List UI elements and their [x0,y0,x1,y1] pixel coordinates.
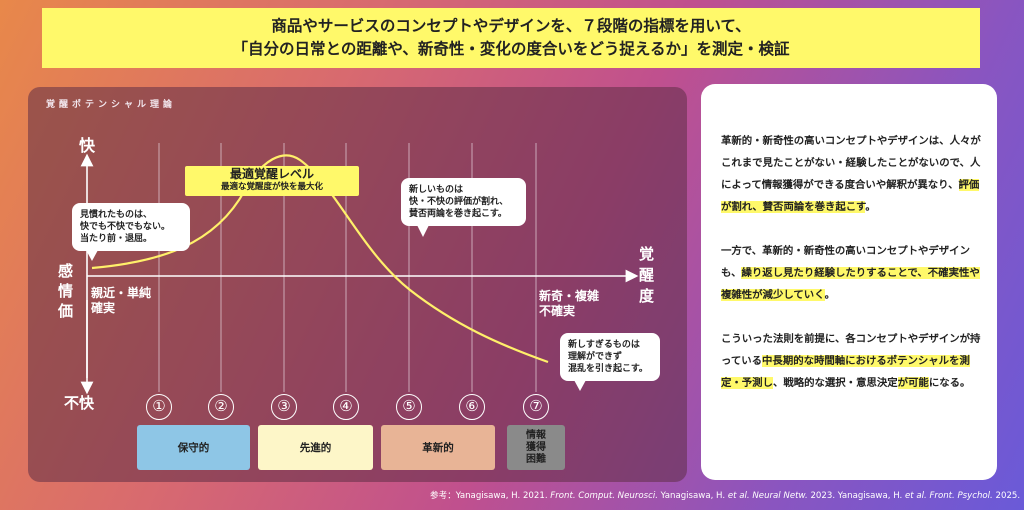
explanation-paragraph-3: こういった法則を前提に、各コンセプトやデザインが持っている中長期的な時間軸におけ… [721,333,981,389]
category-innovative: 革新的 [381,425,495,470]
step-3: ③ [271,394,297,420]
category-progressive: 先進的 [258,425,373,470]
bubble-tail [86,250,98,261]
bubble-line: 理解ができず [568,352,623,362]
bubble-tail [574,380,586,391]
x-right-note-line: 不確実 [539,304,576,318]
step-4: ④ [333,394,359,420]
optimal-subtitle: 最適な覚醒度が快を最大化 [220,182,323,192]
panel-title: 覚醒ポテンシャル理論 [46,100,177,110]
bubble-line: 快・不快の評価が割れ、 [409,197,509,207]
new-bubble: 新しいものは 快・不快の評価が割れ、 賛否両論を巻き起こす。 [401,178,526,237]
highlight: 繰り返し見たり経験したりすることで、不確実性や複雑性が減少していく [721,267,980,301]
explanation-paragraph-2: 一方で、革新的・新奇性の高いコンセプトやデザインも、繰り返し見たり経験したりする… [721,245,980,301]
step-5: ⑤ [396,394,422,420]
banner-line-1: 商品やサービスのコンセプトやデザインを、７段階の指標を用いて、 [271,17,751,35]
category-hard-to-acquire: 情報 獲得 困難 [507,425,565,470]
x-axis-label-char: 度 [639,287,655,305]
header-banner: 商品やサービスのコンセプトやデザインを、７段階の指標を用いて、 「自分の日常との… [42,8,980,68]
x-axis-label: 覚 醒 度 [639,244,657,307]
x-right-note-line: 新奇・複雑 [539,289,600,303]
y-axis-label: 感 情 価 [58,261,76,321]
highlight: が可能 [897,377,929,389]
step-7: ⑦ [523,394,549,420]
step-1: ① [146,394,172,420]
banner-line-2: 「自分の日常との距離や、新奇性・変化の度合いをどう捉えるか」を測定・検証 [232,40,790,58]
step-6: ⑥ [459,394,485,420]
optimal-title: 最適覚醒レベル [229,167,314,181]
bubble-line: 見慣れたものは、 [80,210,153,220]
y-axis-label-char: 価 [58,302,74,320]
diagram-panel [28,87,687,482]
explanation-card [701,84,997,480]
x-right-note: 新奇・複雑 不確実 [539,289,599,319]
bubble-line: 賛否両論を巻き起こす。 [409,209,507,219]
bubble-line: 新しすぎるものは [568,340,640,350]
arousal-curve [91,154,549,364]
optimal-arousal-label: 最適覚醒レベル 最適な覚醒度が快を最大化 [185,166,359,196]
y-axis-bottom-label: 不快 [64,394,95,412]
step-2: ② [208,394,234,420]
familiar-bubble: 見慣れたものは、 快でも不快でもない。 当たり前・退屈。 [72,203,190,261]
explanation-paragraph-1: 革新的・新奇性の高いコンセプトやデザインは、人々がこれまで見たことがない・経験し… [721,135,981,213]
x-axis-label-char: 醒 [639,266,655,284]
x-left-note: 親近・単純 確実 [91,286,151,316]
bubble-line: 新しいものは [409,185,464,195]
explanation-text: 革新的・新奇性の高いコンセプトやデザインは、人々がこれまで見たことがない・経験し… [721,130,981,416]
too-new-bubble: 新しすぎるものは 理解ができず 混乱を引き起こす。 [560,333,660,391]
bubble-line: 当たり前・退屈。 [80,234,153,244]
category-conservative: 保守的 [137,425,250,470]
x-axis-label-char: 覚 [639,245,655,263]
y-axis-label-char: 情 [58,282,74,300]
x-left-note-line: 親近・単純 [91,286,152,300]
x-left-note-line: 確実 [91,301,116,315]
reference-note: 参考：Yanagisawa, H. 2021. Front. Comput. N… [430,491,1021,501]
bubble-tail [417,225,429,237]
bubble-line: 快でも不快でもない。 [80,222,171,232]
y-axis-top-label: 快 [79,136,96,155]
bubble-line: 混乱を引き起こす。 [568,364,648,374]
y-axis-label-char: 感 [58,262,74,280]
